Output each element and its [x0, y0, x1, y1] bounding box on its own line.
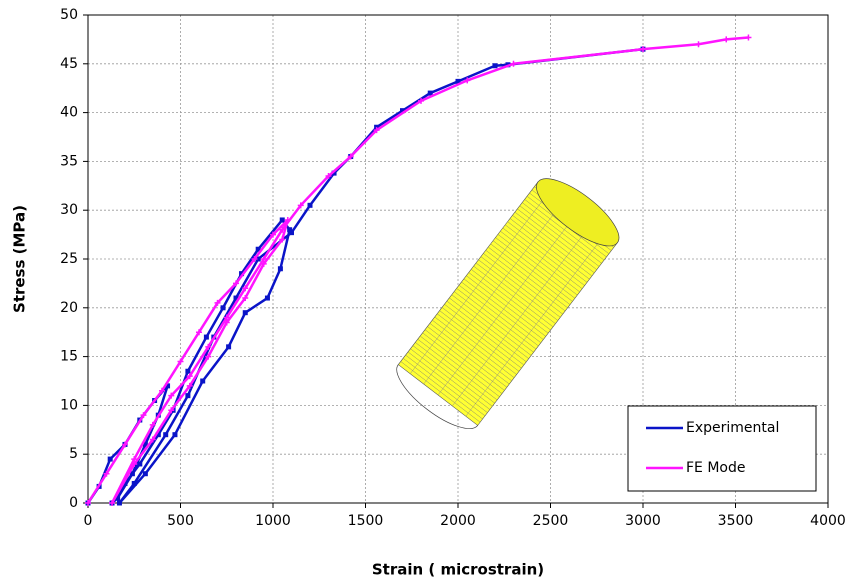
y-tick-label: 20: [60, 300, 78, 316]
data-point: [108, 457, 113, 462]
x-axis-title: Strain ( microstrain): [372, 561, 544, 579]
x-tick-label: 4000: [810, 513, 846, 529]
y-tick-label: 5: [69, 446, 78, 462]
legend-label: FE Mode: [686, 460, 746, 476]
data-point: [289, 230, 294, 235]
data-point: [132, 481, 137, 486]
y-tick-label: 0: [69, 495, 78, 511]
x-tick-label: 1500: [348, 513, 384, 529]
data-point: [226, 344, 231, 349]
x-tick-label: 1000: [255, 513, 291, 529]
data-point: [163, 432, 168, 437]
legend-box: [628, 406, 816, 491]
data-point: [221, 305, 226, 310]
y-tick-label: 30: [60, 202, 78, 218]
y-tick-label: 50: [60, 7, 78, 23]
data-point: [137, 461, 142, 466]
x-tick-label: 0: [84, 513, 93, 529]
y-tick-label: 45: [60, 56, 78, 72]
data-point: [143, 471, 148, 476]
x-tick-label: 3000: [625, 513, 661, 529]
data-point: [185, 393, 190, 398]
data-point: [243, 310, 248, 315]
y-axis-title: Stress (MPa): [11, 205, 29, 313]
x-tick-label: 2000: [440, 513, 476, 529]
x-tick-label: 3500: [718, 513, 754, 529]
y-tick-label: 35: [60, 153, 78, 169]
data-point: [172, 432, 177, 437]
chart: Strain ( microstrain) Stress (MPa) 0 5 10 1…: [0, 0, 853, 585]
data-point: [280, 217, 285, 222]
background: [0, 0, 853, 585]
data-point: [204, 335, 209, 340]
data-point: [185, 369, 190, 374]
data-point: [265, 296, 270, 301]
y-tick-label: 40: [60, 105, 78, 121]
y-tick-label: 10: [60, 397, 78, 413]
y-tick-label: 25: [60, 251, 78, 267]
data-point: [200, 379, 205, 384]
data-point: [308, 203, 313, 208]
data-point: [117, 501, 122, 506]
x-tick-label: 2500: [533, 513, 569, 529]
legend-label: Experimental: [686, 420, 779, 436]
x-tick-label: 500: [167, 513, 194, 529]
y-tick-label: 15: [60, 349, 78, 365]
data-point: [278, 266, 283, 271]
data-point: [493, 63, 498, 68]
